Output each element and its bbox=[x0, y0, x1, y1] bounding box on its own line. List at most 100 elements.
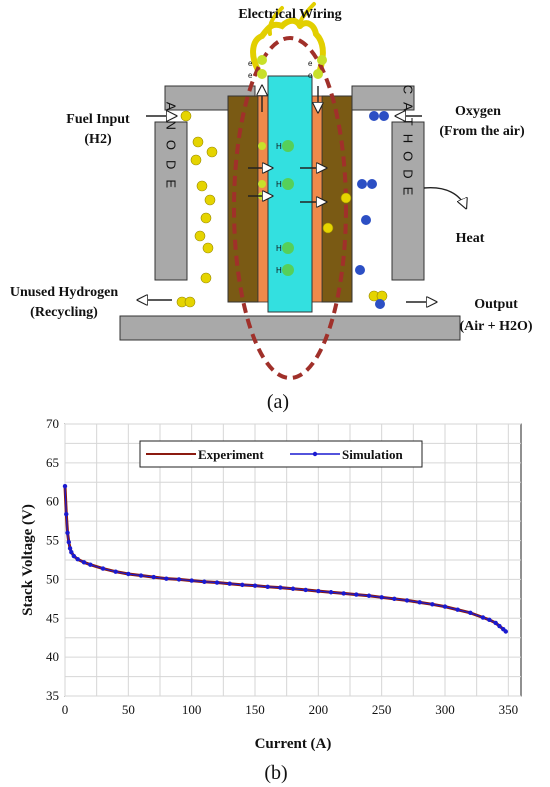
simulation-point bbox=[227, 581, 232, 586]
simulation-point bbox=[202, 579, 207, 584]
simulation-point bbox=[265, 584, 270, 590]
simulation-point bbox=[503, 629, 508, 634]
anode-plate bbox=[154, 121, 188, 281]
fuel-input-sublabel: (H2) bbox=[84, 132, 112, 147]
simulation-point bbox=[164, 576, 169, 581]
x-tick-label: 0 bbox=[62, 702, 69, 717]
simulation-point bbox=[81, 560, 87, 565]
legend: Experiment Simulation bbox=[139, 440, 423, 468]
simulation-point bbox=[71, 553, 77, 559]
simulation-point bbox=[404, 598, 410, 603]
legend-simulation-marker bbox=[312, 451, 318, 457]
anode-label-1: ANODE bbox=[164, 102, 179, 198]
y-tick-label: 45 bbox=[46, 610, 59, 625]
transfer-arrows bbox=[248, 168, 326, 202]
electrical-wiring-label: Electrical Wiring bbox=[238, 7, 341, 22]
y-tick-label: 65 bbox=[46, 455, 59, 470]
y-tick-label: 60 bbox=[46, 494, 59, 509]
heat-arrow bbox=[423, 187, 466, 208]
simulation-point bbox=[64, 511, 69, 517]
top-right-plate bbox=[351, 85, 415, 111]
simulation-point bbox=[430, 602, 435, 607]
cathode-plate bbox=[391, 121, 425, 281]
simulation-point bbox=[366, 593, 372, 598]
x-tick-label: 300 bbox=[435, 702, 455, 717]
y-tick-label: 50 bbox=[46, 571, 59, 586]
simulation-point bbox=[341, 591, 346, 596]
proton-label: H bbox=[276, 244, 282, 253]
series-layer bbox=[62, 483, 508, 634]
protons: H H H H bbox=[258, 140, 294, 276]
simulation-point bbox=[278, 585, 283, 590]
simulation-point bbox=[113, 569, 118, 574]
x-tick-label: 250 bbox=[372, 702, 392, 717]
x-tick-label: 200 bbox=[309, 702, 329, 717]
fuel-input-label: Fuel Input bbox=[66, 112, 130, 127]
y-tick-label: 70 bbox=[46, 416, 59, 431]
panel-b-label: (b) bbox=[264, 762, 287, 784]
x-axis-title: Current (A) bbox=[255, 736, 332, 752]
hydrogen-particles bbox=[176, 110, 388, 308]
output-sublabel: (Air + H2O) bbox=[459, 319, 532, 334]
oxygen-sublabel: (From the air) bbox=[439, 124, 525, 139]
electrical-wiring-tip bbox=[267, 2, 316, 36]
y-tick-label: 55 bbox=[46, 533, 59, 548]
bottom-plate bbox=[119, 315, 461, 341]
unused-hydrogen-sublabel: (Recycling) bbox=[30, 305, 98, 320]
y-axis-title: Stack Voltage (V) bbox=[20, 504, 36, 616]
simulation-point bbox=[69, 550, 74, 555]
simulation-point bbox=[392, 596, 397, 602]
electron-label: e bbox=[248, 59, 253, 68]
grid bbox=[64, 423, 521, 697]
panel-a-label: (a) bbox=[267, 391, 289, 413]
simulation-point bbox=[303, 587, 308, 593]
cathode-label: CATHODE bbox=[401, 85, 416, 204]
proton-label: H bbox=[276, 266, 282, 275]
y-axis: 35 40 45 50 55 60 65 70 bbox=[46, 416, 59, 703]
simulation-point bbox=[62, 483, 68, 489]
x-tick-label: 50 bbox=[122, 702, 135, 717]
simulation-point bbox=[126, 571, 131, 577]
circuit-loop bbox=[232, 36, 348, 380]
oxygen-particles bbox=[355, 111, 389, 309]
simulation-point bbox=[290, 586, 296, 591]
simulation-point bbox=[468, 610, 473, 616]
simulation-point bbox=[487, 617, 492, 623]
output-label: Output bbox=[474, 297, 518, 312]
simulation-point bbox=[455, 607, 460, 612]
electron-label: e bbox=[248, 71, 253, 80]
y-tick-label: 40 bbox=[46, 649, 59, 664]
proton-label: H bbox=[276, 142, 282, 151]
simulation-point bbox=[417, 600, 422, 605]
oxygen-label: Oxygen bbox=[455, 104, 501, 119]
simulation-point bbox=[100, 566, 106, 571]
simulation-point bbox=[354, 592, 359, 597]
simulation-point bbox=[480, 615, 486, 620]
simulation-point bbox=[214, 580, 220, 585]
simulation-point bbox=[379, 595, 384, 600]
simulation-point bbox=[65, 530, 70, 535]
simulation-point bbox=[88, 562, 93, 567]
electrical-wiring-right bbox=[297, 20, 326, 73]
simulation-point bbox=[328, 590, 334, 595]
simulation-point bbox=[189, 578, 194, 583]
y-tick-label: 35 bbox=[46, 688, 59, 703]
simulation-point bbox=[442, 604, 448, 609]
simulation-point bbox=[497, 623, 502, 629]
proton-label: H bbox=[276, 180, 282, 189]
simulation-point bbox=[151, 574, 156, 580]
polarization-chart: 0 50 100 150 200 250 300 350 35 40 45 50 55 60 65 70 C… bbox=[20, 416, 522, 784]
x-tick-label: 100 bbox=[182, 702, 202, 717]
legend-simulation-label: Simulation bbox=[342, 447, 403, 462]
electron-label: e bbox=[308, 59, 313, 68]
electron-label: e bbox=[308, 71, 313, 80]
simulation-point bbox=[138, 573, 144, 578]
fuel-cell-diagram: Electrical Wiring e e e e bbox=[10, 2, 533, 413]
x-tick-label: 150 bbox=[245, 702, 265, 717]
legend-experiment-label: Experiment bbox=[198, 447, 264, 462]
simulation-point bbox=[66, 539, 72, 545]
membrane bbox=[267, 75, 313, 313]
x-axis: 0 50 100 150 200 250 300 350 bbox=[62, 702, 518, 717]
unused-hydrogen-label: Unused Hydrogen bbox=[10, 285, 118, 300]
